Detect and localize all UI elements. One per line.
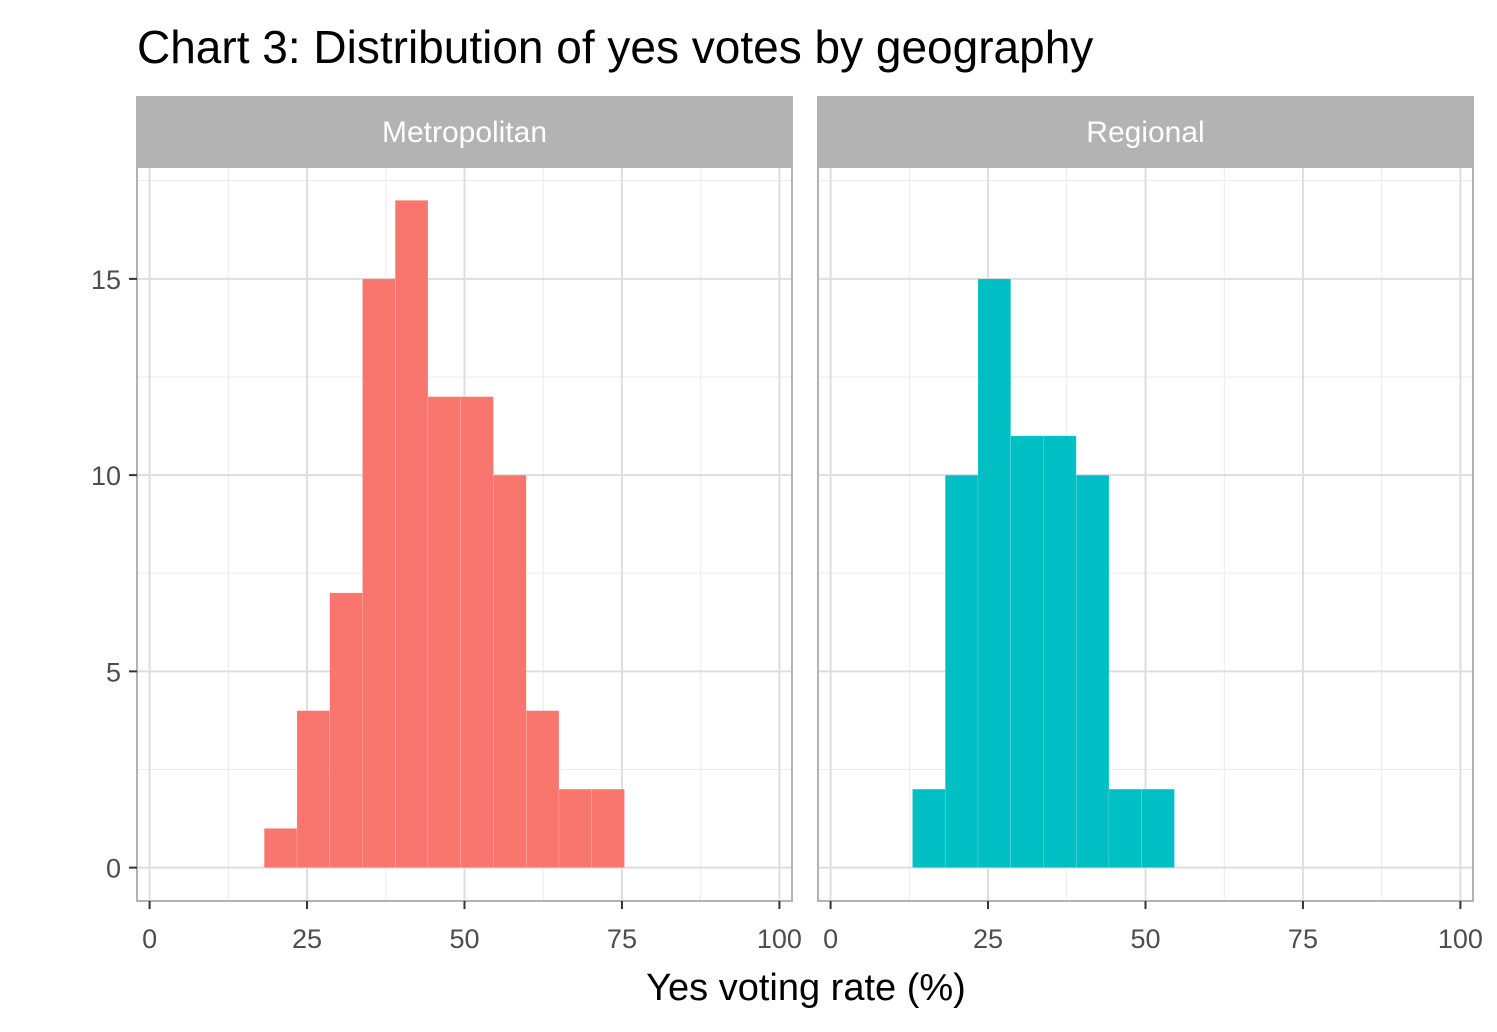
x-tick-label: 75 [607, 924, 637, 954]
histogram-bar [394, 200, 429, 868]
panel-metropolitan: Metropolitan 0 25 50 75 100 [136, 96, 802, 954]
x-tick-label: 50 [449, 924, 479, 954]
histogram-bar [525, 710, 560, 868]
histogram-bar [329, 592, 363, 868]
x-tick-label: 25 [973, 924, 1003, 954]
y-axis: 0 5 10 15 [91, 265, 137, 884]
histogram-bar [944, 474, 979, 868]
facet-label-metropolitan: Metropolitan [382, 116, 547, 149]
y-tick-label: 5 [106, 657, 121, 687]
x-tick-label: 100 [757, 924, 802, 954]
histogram-bar [1075, 474, 1110, 868]
x-tick-label: 100 [1438, 924, 1483, 954]
x-tick-label: 0 [142, 924, 157, 954]
x-tick-label: 75 [1288, 924, 1318, 954]
histogram-bar [460, 396, 494, 868]
facet-label-regional: Regional [1086, 116, 1204, 149]
chart-title: Chart 3: Distribution of yes votes by ge… [137, 21, 1093, 73]
histogram-bar [1043, 435, 1077, 868]
x-axis-title: Yes voting rate (%) [646, 967, 966, 1009]
histogram-bar [1010, 435, 1044, 868]
x-tick-label: 25 [292, 924, 322, 954]
y-tick-label: 10 [91, 461, 121, 491]
histogram-bar [1141, 788, 1175, 868]
histogram-bar [362, 278, 396, 868]
y-tick-label: 15 [91, 265, 121, 295]
histogram-bar [1108, 788, 1143, 868]
facet-strip [136, 96, 793, 168]
histogram-bar [493, 474, 527, 868]
histogram-bar [977, 278, 1012, 868]
histogram-bar [427, 396, 462, 868]
histogram-bar [591, 788, 625, 868]
panel-regional: Regional 0 25 50 75 100 [817, 96, 1483, 954]
histogram-bar [912, 788, 946, 868]
histogram-bar [263, 828, 298, 868]
histogram-bar [296, 710, 331, 868]
x-tick-label: 50 [1130, 924, 1160, 954]
y-tick-label: 0 [106, 854, 121, 884]
facet-strip [817, 96, 1474, 168]
x-tick-label: 0 [823, 924, 838, 954]
histogram-bar [558, 788, 593, 868]
facet-panels: Metropolitan 0 25 50 75 100 Regional 0 25 50 75 100 [136, 96, 1483, 954]
